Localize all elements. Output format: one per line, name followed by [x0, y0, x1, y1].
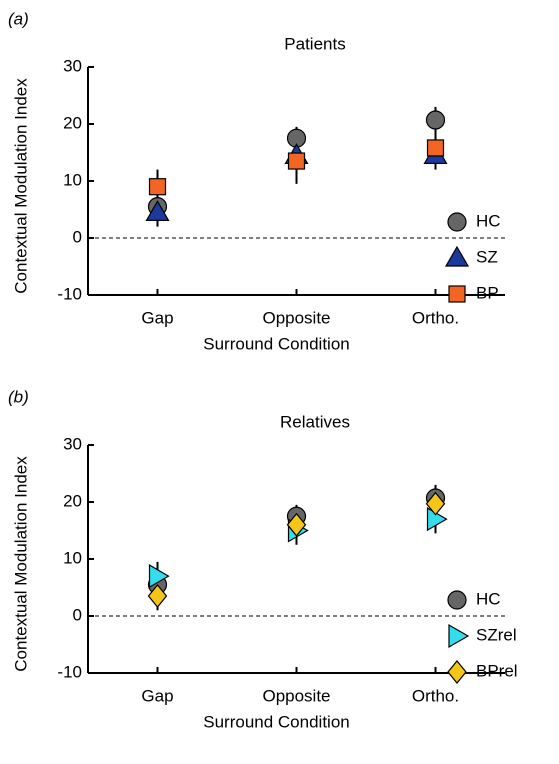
legend-label: HC	[476, 589, 501, 608]
y-tick-label: 10	[63, 170, 82, 189]
marker	[447, 660, 467, 684]
y-tick-label: 30	[63, 56, 82, 75]
y-tick-label: 0	[73, 227, 82, 246]
marker	[426, 139, 445, 157]
x-axis-label: Surround Condition	[203, 712, 349, 731]
y-tick-label: 20	[63, 113, 82, 132]
y-tick-label: 10	[63, 548, 82, 567]
marker	[425, 110, 446, 130]
legend-label: BPrel	[476, 661, 518, 680]
legend-label: BP	[476, 283, 499, 302]
marker	[444, 245, 470, 267]
legend-label: HC	[476, 211, 501, 230]
x-tick-label: Opposite	[262, 686, 330, 705]
y-tick-label: -10	[57, 662, 82, 681]
marker	[147, 584, 168, 608]
chart-title: Relatives	[280, 412, 350, 431]
marker	[425, 491, 446, 516]
y-tick-label: -10	[57, 284, 82, 303]
x-tick-label: Ortho.	[412, 308, 459, 327]
marker	[447, 212, 467, 232]
x-tick-label: Opposite	[262, 308, 330, 327]
y-tick-label: 30	[63, 434, 82, 453]
y-tick-label: 20	[63, 491, 82, 510]
chart-title: Patients	[284, 34, 345, 53]
marker	[148, 178, 167, 196]
marker	[447, 590, 467, 610]
marker	[448, 623, 470, 649]
y-axis-label: Contextual Modulation Index	[11, 78, 30, 294]
x-tick-label: Ortho.	[412, 686, 459, 705]
marker	[287, 152, 306, 170]
y-tick-label: 0	[73, 605, 82, 624]
x-tick-label: Gap	[141, 308, 173, 327]
marker	[286, 512, 307, 537]
marker	[148, 564, 170, 589]
y-axis-label: Contextual Modulation Index	[11, 456, 30, 672]
marker	[448, 285, 466, 303]
legend-label: SZrel	[476, 625, 517, 644]
marker	[145, 200, 170, 221]
legend-label: SZ	[476, 247, 498, 266]
panel-label: (b)	[8, 387, 29, 406]
x-tick-label: Gap	[141, 686, 173, 705]
x-axis-label: Surround Condition	[203, 334, 349, 353]
panel-label: (a)	[8, 9, 29, 28]
